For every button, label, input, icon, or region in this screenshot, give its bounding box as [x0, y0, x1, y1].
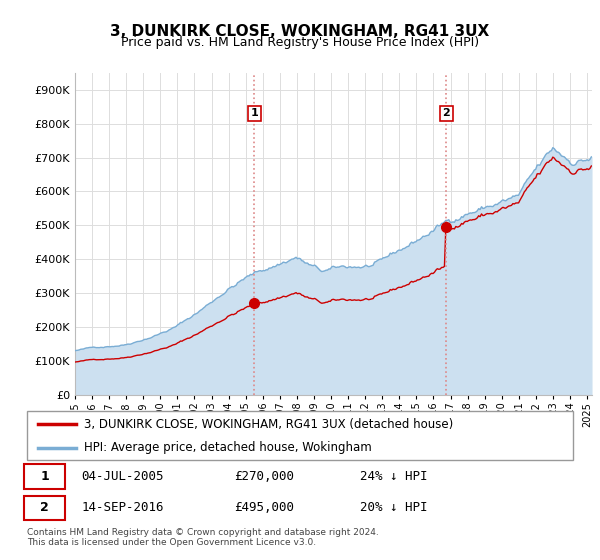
Text: £270,000: £270,000: [235, 470, 295, 483]
Text: 3, DUNKIRK CLOSE, WOKINGHAM, RG41 3UX (detached house): 3, DUNKIRK CLOSE, WOKINGHAM, RG41 3UX (d…: [85, 418, 454, 431]
Text: 24% ↓ HPI: 24% ↓ HPI: [360, 470, 428, 483]
Text: Price paid vs. HM Land Registry's House Price Index (HPI): Price paid vs. HM Land Registry's House …: [121, 36, 479, 49]
Text: 2: 2: [442, 109, 450, 119]
Text: Contains HM Land Registry data © Crown copyright and database right 2024.
This d: Contains HM Land Registry data © Crown c…: [27, 528, 379, 547]
Text: HPI: Average price, detached house, Wokingham: HPI: Average price, detached house, Woki…: [85, 441, 372, 455]
Text: 1: 1: [40, 470, 49, 483]
FancyBboxPatch shape: [24, 464, 65, 488]
Text: 3, DUNKIRK CLOSE, WOKINGHAM, RG41 3UX: 3, DUNKIRK CLOSE, WOKINGHAM, RG41 3UX: [110, 24, 490, 39]
FancyBboxPatch shape: [27, 411, 573, 460]
Text: £495,000: £495,000: [235, 501, 295, 515]
Text: 14-SEP-2016: 14-SEP-2016: [82, 501, 164, 515]
FancyBboxPatch shape: [24, 496, 65, 520]
Text: 20% ↓ HPI: 20% ↓ HPI: [360, 501, 428, 515]
Text: 1: 1: [250, 109, 258, 119]
Text: 2: 2: [40, 501, 49, 515]
Text: 04-JUL-2005: 04-JUL-2005: [82, 470, 164, 483]
